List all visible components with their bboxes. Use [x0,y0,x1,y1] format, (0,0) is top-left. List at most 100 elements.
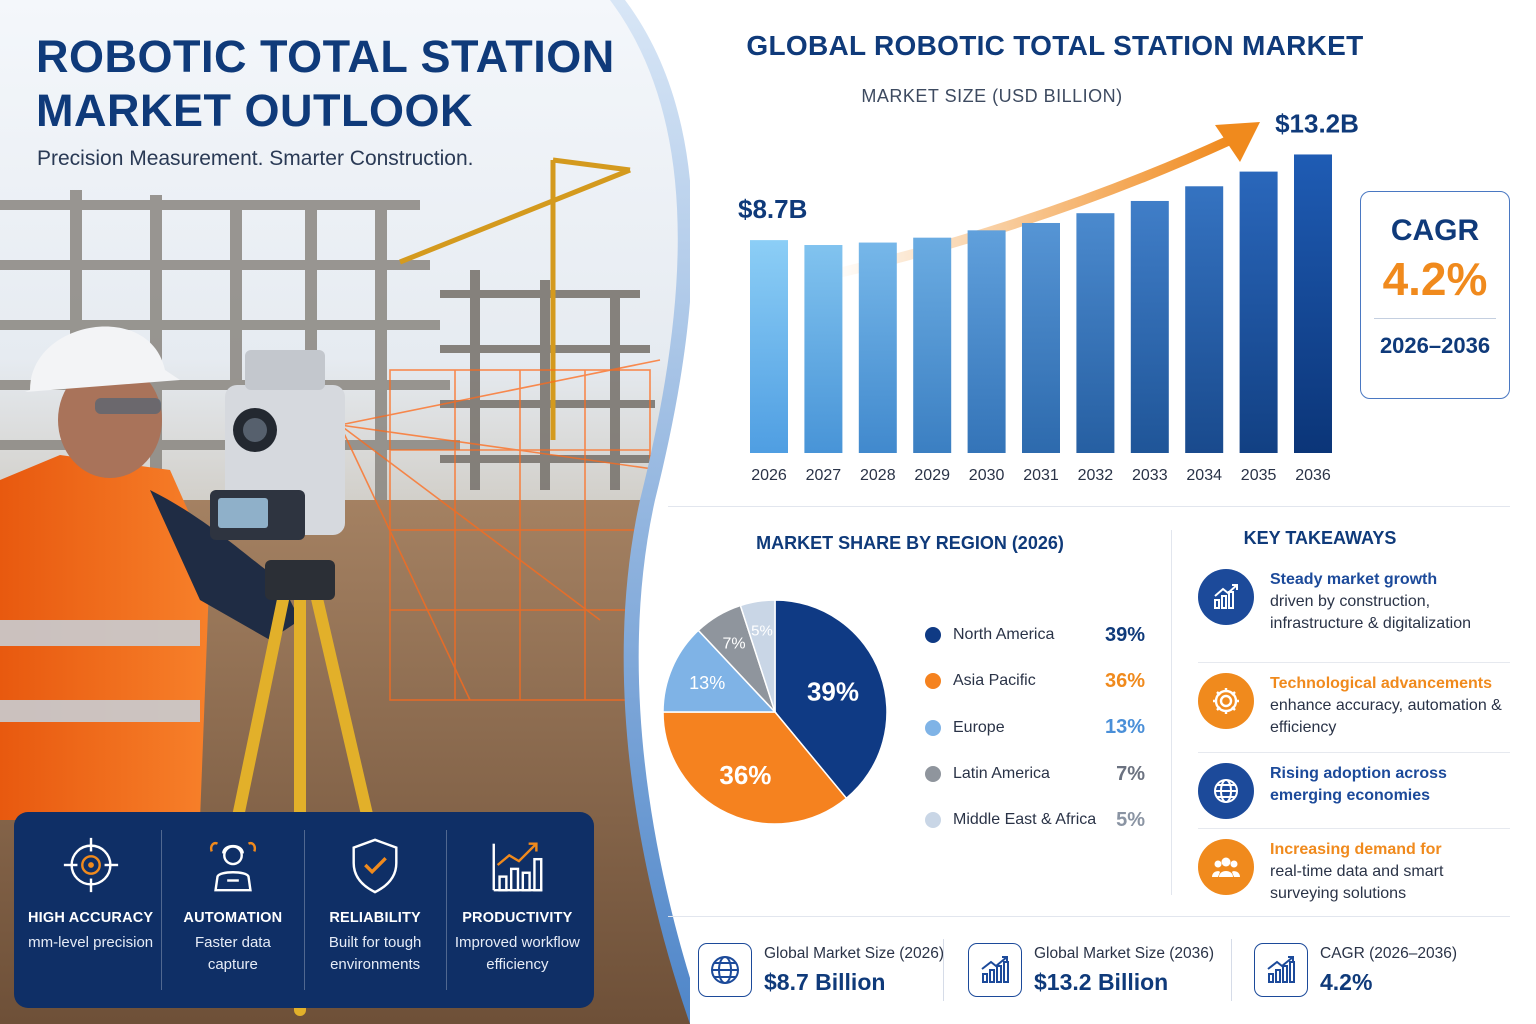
growth-chart-icon [968,943,1022,997]
bar-2036 [1294,154,1332,453]
feature-desc: Faster data capture [194,934,271,973]
x-tick-label: 2027 [806,467,842,484]
feature-panel: HIGH ACCURACY mm-level precision AUTOMAT… [14,812,594,1008]
globe-icon [1198,763,1254,819]
key-takeaways-title: KEY TAKEAWAYS [1243,528,1397,548]
legend-item: Latin America 7% [925,751,1145,797]
legend-swatch [925,673,941,690]
x-tick-label: 2034 [1186,467,1222,484]
trend-arrow-head [1215,122,1260,162]
divider [1374,318,1496,319]
takeaway-text: Increasing demand for real-time data and… [1270,839,1510,905]
legend-value: 5% [1116,808,1145,831]
legend-item: Middle East & Africa 5% [925,797,1145,843]
stat-label: Global Market Size (2026) [764,944,945,962]
takeaway-item: Rising adoption across emerging economie… [1198,759,1510,829]
crosshair-icon [63,837,118,893]
stat-text: Global Market Size (2026) $8.7 Billion [764,945,944,996]
stats-bar: Global Market Size (2026) $8.7 Billion G… [668,916,1510,1024]
feature-title: HIGH ACCURACY [27,910,154,926]
takeaway-text: Technological advancements enhance accur… [1270,673,1510,739]
bar-2031 [1022,222,1060,453]
stat-text: Global Market Size (2036) $13.2 Billion [1034,945,1214,996]
feature-automation: AUTOMATION Faster data capture [162,830,305,990]
takeaway-text: Rising adoption across emerging economie… [1270,763,1510,807]
bar-2029 [913,237,952,453]
pie-slice-europe [662,629,777,713]
x-tick-label: 2032 [1078,467,1114,484]
bar-2034 [1185,186,1224,453]
feature-title: PRODUCTIVITY [462,910,573,926]
bar-2028 [858,242,897,453]
takeaway-heading: Steady market growth [1270,571,1438,588]
pie-data-label: 13% [689,673,725,693]
takeaway-heading: Technological advancements [1270,675,1492,692]
legend-swatch [925,719,941,736]
hero-title-line-2: MARKET OUTLOOK [36,85,473,136]
stat-label: CAGR (2026–2036) [1320,944,1457,962]
x-tick-label: 2030 [969,467,1005,484]
legend-label: North America [953,626,1055,644]
stat-market-2026: Global Market Size (2026) $8.7 Billion [698,939,944,1001]
cagr-value: 4.2% [1382,253,1488,305]
growth-chart-icon [1254,943,1308,997]
hero-title-line-1: ROBOTIC TOTAL STATION [36,31,615,82]
market-size-bar-chart: 2026 2027 2028 2029 2030 2031 2032 2033 2034 2035… [738,110,1359,484]
hero-subtitle: Precision Measurement. Smarter Construct… [37,147,474,170]
bar-2032 [1076,213,1115,453]
x-tick-label: 2036 [1295,467,1331,484]
takeaway-heading: Increasing demand for [1270,841,1442,858]
takeaway-item: Technological advancements enhance accur… [1198,669,1510,753]
x-tick-label: 2026 [751,467,787,484]
start-value-label: $8.7B [738,194,807,224]
pie-legend: North America 39% Asia Pacific 36% Europ… [925,612,1145,843]
feature-high-accuracy: HIGH ACCURACY mm-level precision [20,830,163,990]
takeaway-item: Increasing demand for real-time data and… [1198,835,1510,915]
pie-data-label: 5% [751,623,773,640]
feature-productivity: PRODUCTIVITY Improved workflow efficienc… [447,830,588,990]
legend-value: 7% [1116,762,1145,785]
x-tick-label: 2029 [914,467,950,484]
takeaway-text: Steady market growth driven by construct… [1270,569,1510,635]
x-tick-label: 2031 [1023,467,1059,484]
stat-cagr: CAGR (2026–2036) 4.2% [1254,939,1457,1001]
gear-icon [1198,673,1254,729]
hero-panel: ROBOTIC TOTAL STATION MARKET OUTLOOK Pre… [0,0,690,1024]
region-share-pie-chart: 39% 36% 13% 7% 5% [662,599,888,825]
legend-value: 39% [1104,623,1145,646]
bar-chart-subtitle: MARKET SIZE (USD BILLION) [861,86,1123,106]
legend-label: Latin America [953,765,1050,783]
end-value-label: $13.2B [1275,110,1359,138]
pie-data-label: 36% [719,760,771,790]
divider [943,939,944,1001]
growth-chart-icon [1198,569,1254,625]
takeaway-item: Steady market growth driven by construct… [1198,565,1510,663]
x-tick-label: 2035 [1241,467,1277,484]
key-takeaways-list: Steady market growth driven by construct… [1198,565,1510,915]
pie-data-label: 39% [807,677,859,707]
stat-text: CAGR (2026–2036) 4.2% [1320,945,1457,996]
feature-desc: Improved workflow efficiency [454,934,580,973]
feature-title: RELIABILITY [329,910,421,926]
legend-label: Europe [953,718,1005,736]
pie-data-label: 7% [722,635,745,652]
divider [1171,530,1172,895]
divider [1231,939,1232,1001]
legend-value: 36% [1104,669,1145,692]
hero-title: ROBOTIC TOTAL STATION MARKET OUTLOOK [36,30,636,138]
cagr-period: 2026–2036 [1379,333,1491,358]
cagr-label: CAGR [1390,214,1480,247]
x-tick-label: 2033 [1132,467,1168,484]
legend-item: Asia Pacific 36% [925,658,1145,704]
stat-value: $13.2 Billion [1034,968,1169,995]
legend-item: North America 39% [925,612,1145,658]
main-title: GLOBAL ROBOTIC TOTAL STATION MARKET [746,30,1364,61]
feature-title: AUTOMATION [183,910,283,926]
bar-2035 [1239,171,1278,453]
legend-value: 13% [1104,716,1145,739]
feature-reliability: RELIABILITY Built for tough environments [305,830,447,990]
bar-2033 [1130,200,1169,453]
takeaway-heading: Rising adoption across emerging economie… [1270,765,1447,804]
globe-icon [698,943,752,997]
legend-item: Europe 13% [925,705,1145,751]
